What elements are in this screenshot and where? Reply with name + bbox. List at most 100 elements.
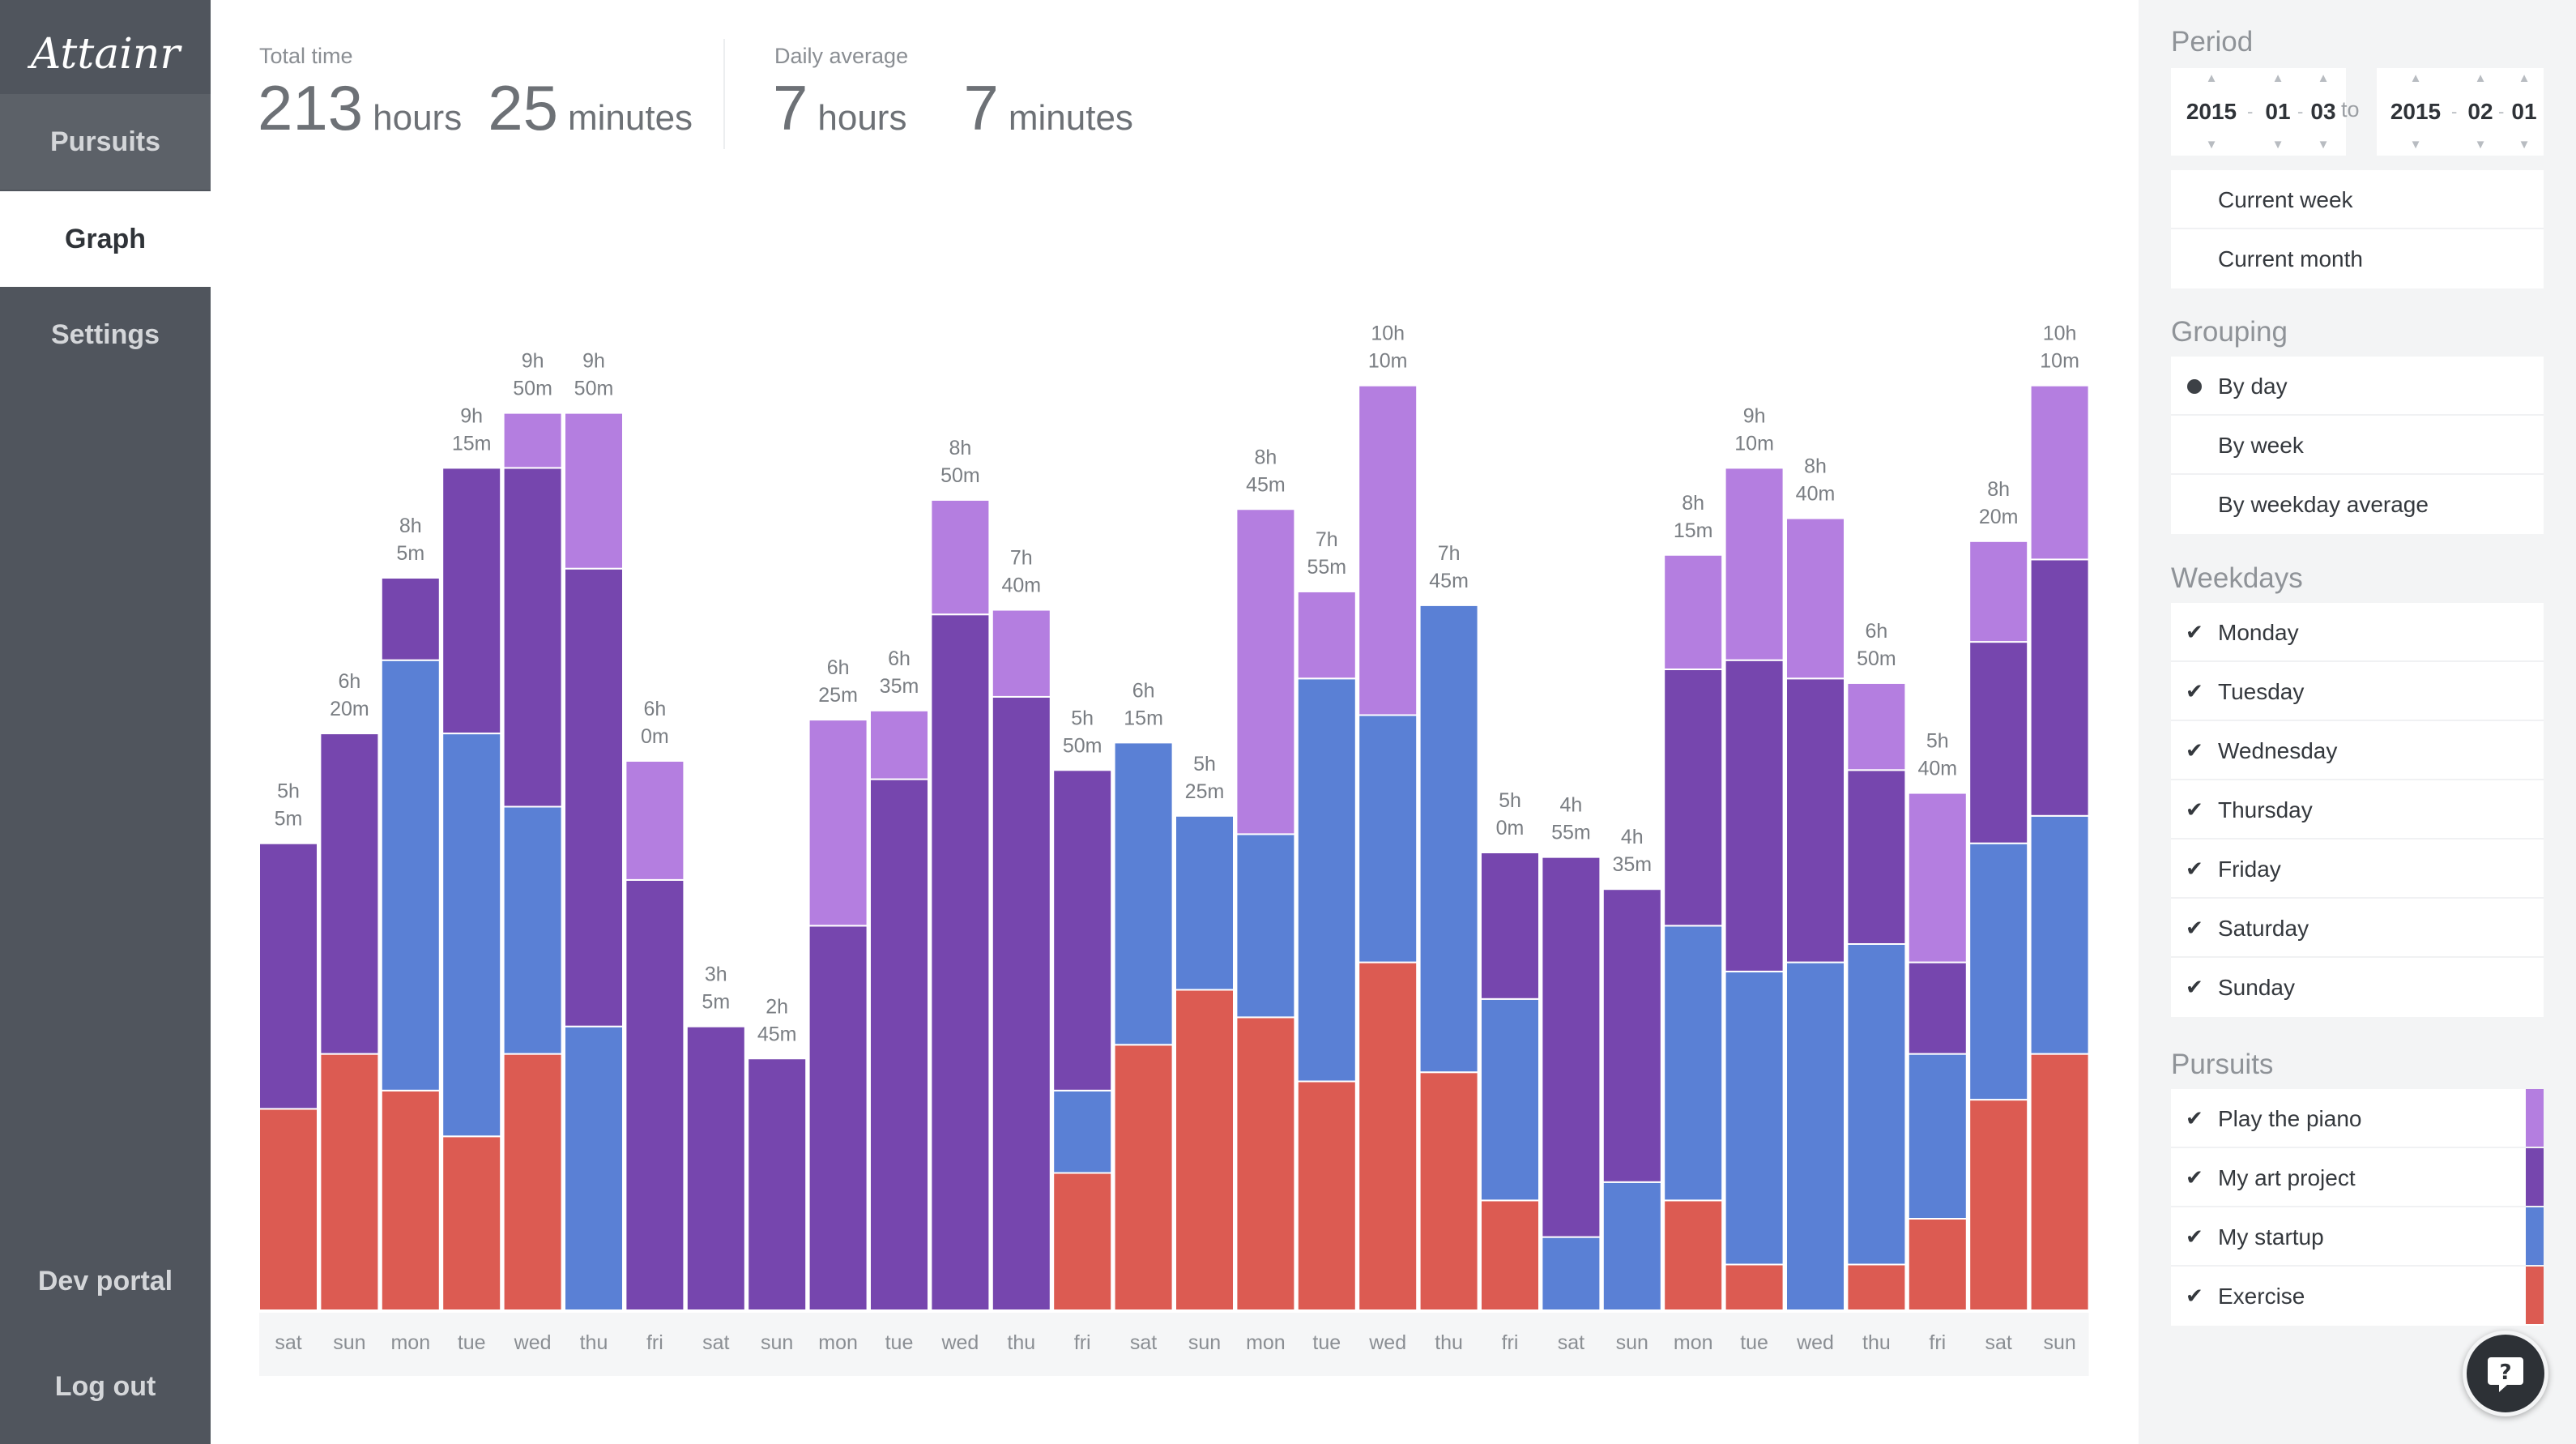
bar-segment-my-art-project[interactable]	[1907, 961, 1968, 1055]
to-month-spinner[interactable]: ▲ 02 ▼	[2463, 68, 2498, 156]
bar-segment-my-art-project[interactable]	[380, 577, 441, 661]
preset-current-week[interactable]: Current week	[2171, 170, 2544, 229]
bar-segment-play-the-piano[interactable]	[1785, 517, 1845, 680]
bar-segment-my-art-project[interactable]	[747, 1057, 808, 1311]
from-month[interactable]: 01	[2265, 99, 2291, 124]
bar-segment-my-art-project[interactable]	[1663, 669, 1724, 927]
bar-segment-my-startup[interactable]	[1418, 604, 1479, 1074]
bar-segment-my-art-project[interactable]	[991, 695, 1051, 1311]
bar-segment-my-startup[interactable]	[1175, 814, 1235, 991]
bar-segment-exercise[interactable]	[1175, 989, 1235, 1311]
bar-segment-exercise[interactable]	[319, 1053, 380, 1311]
increment-arrow-icon[interactable]: ▲	[2317, 71, 2330, 85]
bar-segment-my-startup[interactable]	[1052, 1089, 1113, 1174]
weekday-wednesday[interactable]: ✔ Wednesday	[2171, 721, 2544, 780]
bar-segment-play-the-piano[interactable]	[1846, 681, 1907, 771]
bar-segment-exercise[interactable]	[1480, 1199, 1540, 1312]
bar-segment-exercise[interactable]	[502, 1053, 563, 1311]
increment-arrow-icon[interactable]: ▲	[2409, 71, 2422, 85]
bar-segment-my-startup[interactable]	[1968, 842, 2029, 1101]
bar-segment-play-the-piano[interactable]	[930, 498, 991, 616]
bar-segment-exercise[interactable]	[2029, 1053, 2090, 1311]
bar-segment-exercise[interactable]	[1724, 1263, 1785, 1311]
bar-segment-my-art-project[interactable]	[2029, 558, 2090, 817]
weekday-thursday[interactable]: ✔ Thursday	[2171, 780, 2544, 839]
decrement-arrow-icon[interactable]: ▼	[2518, 138, 2531, 152]
preset-current-month[interactable]: Current month	[2171, 229, 2544, 288]
bar-segment-my-startup[interactable]	[1601, 1181, 1662, 1312]
pursuit-my-art-project[interactable]: ✔ My art project	[2171, 1148, 2544, 1207]
bar-segment-my-art-project[interactable]	[441, 467, 502, 735]
bar-segment-play-the-piano[interactable]	[1663, 553, 1724, 670]
nav-item-settings[interactable]: Settings	[50, 319, 160, 350]
bar-segment-my-art-project[interactable]	[685, 1025, 746, 1311]
bar-segment-my-art-project[interactable]	[319, 733, 380, 1055]
grouping-by-day[interactable]: By day	[2171, 357, 2544, 416]
app-logo[interactable]: Attainr	[30, 30, 181, 79]
bar-segment-my-art-project[interactable]	[1601, 888, 1662, 1183]
bar-segment-my-startup[interactable]	[380, 659, 441, 1092]
help-chat-button[interactable]: ?	[2463, 1331, 2548, 1416]
nav-item-log-out[interactable]: Log out	[54, 1371, 156, 1402]
bar-segment-my-art-project[interactable]	[1541, 856, 1601, 1238]
bar-segment-play-the-piano[interactable]	[502, 412, 563, 469]
bar-segment-my-art-project[interactable]	[502, 467, 563, 808]
bar-segment-play-the-piano[interactable]	[991, 609, 1051, 698]
weekday-friday[interactable]: ✔ Friday	[2171, 839, 2544, 899]
nav-item-pursuits[interactable]: Pursuits	[0, 94, 211, 190]
bar-segment-my-art-project[interactable]	[258, 842, 318, 1110]
bar-segment-my-art-project[interactable]	[1480, 852, 1540, 1000]
bar-segment-my-startup[interactable]	[1663, 925, 1724, 1202]
bar-segment-my-startup[interactable]	[502, 805, 563, 1055]
pursuit-play-the-piano[interactable]: ✔ Play the piano	[2171, 1089, 2544, 1148]
bar-segment-my-startup[interactable]	[1235, 833, 1296, 1019]
from-month-spinner[interactable]: ▲ 01 ▼	[2260, 68, 2296, 156]
weekday-tuesday[interactable]: ✔ Tuesday	[2171, 662, 2544, 721]
bar-segment-play-the-piano[interactable]	[625, 760, 685, 881]
bar-segment-play-the-piano[interactable]	[2029, 384, 2090, 561]
bar-segment-play-the-piano[interactable]	[564, 412, 624, 570]
bar-segment-my-startup[interactable]	[1358, 714, 1418, 963]
bar-segment-my-art-project[interactable]	[869, 778, 929, 1311]
bar-segment-my-art-project[interactable]	[564, 567, 624, 1027]
increment-arrow-icon[interactable]: ▲	[2474, 71, 2487, 85]
pursuit-my-startup[interactable]: ✔ My startup	[2171, 1207, 2544, 1267]
bar-segment-my-art-project[interactable]	[1724, 659, 1785, 972]
from-year[interactable]: 2015	[2186, 99, 2237, 124]
to-day[interactable]: 01	[2511, 99, 2537, 124]
weekday-sunday[interactable]: ✔ Sunday	[2171, 958, 2544, 1017]
decrement-arrow-icon[interactable]: ▼	[2474, 138, 2487, 152]
bar-segment-my-startup[interactable]	[441, 733, 502, 1138]
from-year-spinner[interactable]: ▲ 2015 ▼	[2177, 68, 2245, 156]
bar-segment-play-the-piano[interactable]	[1235, 508, 1296, 835]
bar-segment-play-the-piano[interactable]	[1724, 467, 1785, 661]
grouping-by-week[interactable]: By week	[2171, 416, 2544, 475]
bar-segment-exercise[interactable]	[1418, 1071, 1479, 1311]
bar-segment-exercise[interactable]	[380, 1089, 441, 1312]
to-year-spinner[interactable]: ▲ 2015 ▼	[2382, 68, 2450, 156]
bar-segment-my-art-project[interactable]	[1968, 641, 2029, 844]
bar-segment-play-the-piano[interactable]	[869, 709, 929, 780]
increment-arrow-icon[interactable]: ▲	[2205, 71, 2218, 85]
bar-segment-my-art-project[interactable]	[1846, 769, 1907, 945]
bar-segment-my-art-project[interactable]	[1785, 677, 1845, 963]
bar-segment-exercise[interactable]	[1113, 1044, 1174, 1312]
from-day[interactable]: 03	[2310, 99, 2336, 124]
grouping-by-weekday-average[interactable]: By weekday average	[2171, 475, 2544, 534]
pursuit-exercise[interactable]: ✔ Exercise	[2171, 1267, 2544, 1326]
bar-segment-exercise[interactable]	[441, 1135, 502, 1312]
bar-segment-my-art-project[interactable]	[808, 925, 868, 1312]
decrement-arrow-icon[interactable]: ▼	[2205, 138, 2218, 152]
decrement-arrow-icon[interactable]: ▼	[2317, 138, 2330, 152]
bar-segment-exercise[interactable]	[1358, 961, 1418, 1311]
weekday-monday[interactable]: ✔ Monday	[2171, 603, 2544, 662]
from-day-spinner[interactable]: ▲ 03 ▼	[2305, 68, 2341, 156]
bar-segment-my-startup[interactable]	[564, 1025, 624, 1311]
bar-segment-my-startup[interactable]	[1541, 1236, 1601, 1311]
decrement-arrow-icon[interactable]: ▼	[2409, 138, 2422, 152]
increment-arrow-icon[interactable]: ▲	[2518, 71, 2531, 85]
bar-segment-play-the-piano[interactable]	[1296, 590, 1357, 680]
bar-segment-my-startup[interactable]	[1846, 943, 1907, 1266]
bar-segment-exercise[interactable]	[1235, 1016, 1296, 1312]
bar-segment-exercise[interactable]	[1968, 1099, 2029, 1311]
